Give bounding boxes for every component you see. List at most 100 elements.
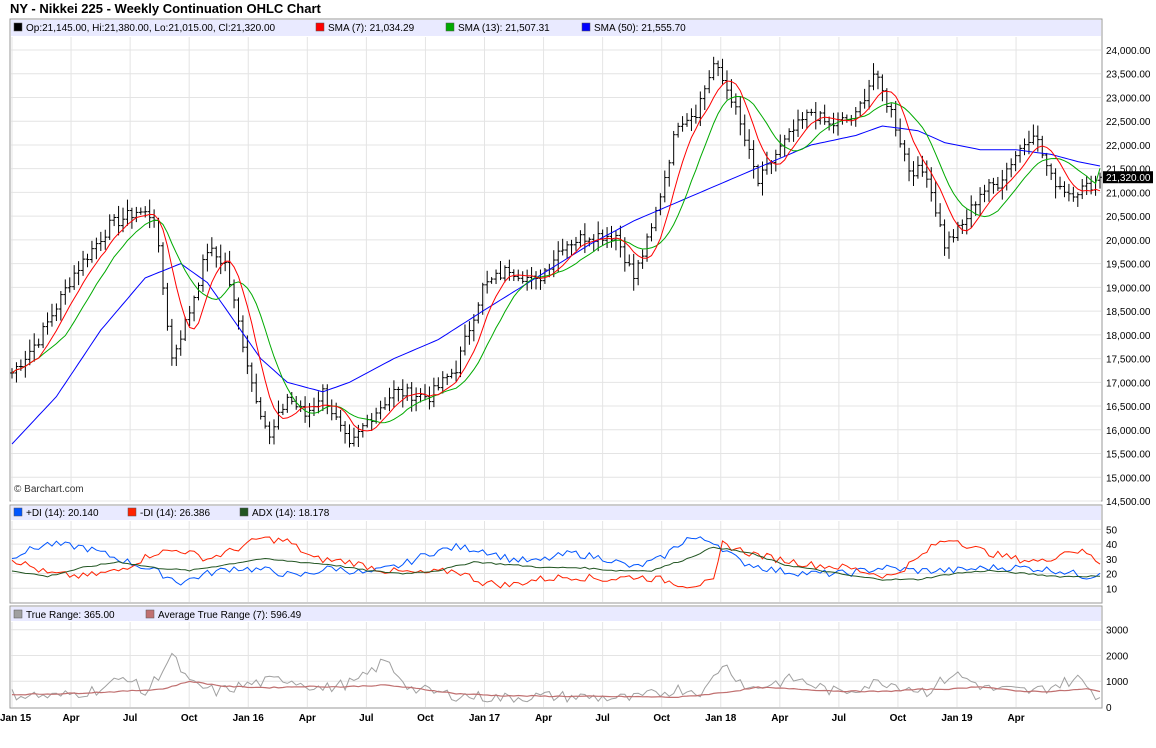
price-y-tick-label: 21,500.00 <box>1106 165 1151 176</box>
legend-swatch <box>13 507 23 517</box>
ohlc-bar <box>1075 192 1080 207</box>
price-y-tick-label: 23,000.00 <box>1106 93 1151 104</box>
ohlc-bar <box>440 371 445 394</box>
ohlc-bar <box>378 400 383 420</box>
ohlc-bar <box>960 219 965 234</box>
ohlc-bar <box>218 244 223 275</box>
price-y-tick-label: 23,500.00 <box>1106 70 1151 81</box>
x-tick-label: Oct <box>181 713 198 724</box>
ohlc-bar <box>289 391 294 405</box>
x-tick-label: Oct <box>890 713 907 724</box>
ohlc-bar <box>431 377 436 408</box>
ohlc-bar <box>778 134 783 158</box>
dmi-y-axis: 50 40 30 20 10 <box>1106 525 1118 595</box>
ohlc-bar <box>800 112 805 129</box>
ohlc-bar <box>640 249 645 269</box>
tr-y-tick-label: 3000 <box>1106 626 1129 637</box>
ohlc-bar <box>1062 181 1067 198</box>
ohlc-bar <box>787 128 792 143</box>
ohlc-bar <box>49 303 54 327</box>
last-price-box <box>1103 171 1153 184</box>
ohlc-bar <box>880 74 885 102</box>
ohlc-bar <box>1098 172 1102 189</box>
ohlc-bar <box>418 388 423 403</box>
ohlc-bar <box>196 282 201 301</box>
x-tick-label: Apr <box>299 713 316 724</box>
ohlc-bar <box>947 231 952 259</box>
ohlc-bar <box>471 314 476 342</box>
legend-label: SMA (7): 21,034.29 <box>328 23 415 34</box>
price-y-tick-label: 21,000.00 <box>1106 188 1151 199</box>
x-tick-label: Apr <box>1007 713 1024 724</box>
legend-label: ADX (14): 18.178 <box>252 508 330 519</box>
ohlc-bar <box>85 253 90 268</box>
ohlc-bar <box>827 116 832 131</box>
ohlc-bar <box>98 231 103 252</box>
price-y-tick-label: 18,000.00 <box>1106 331 1151 342</box>
ohlc-bar <box>556 241 561 273</box>
tr-y-tick-label: 1000 <box>1106 677 1129 688</box>
ohlc-bar <box>720 58 725 85</box>
tr-y-tick-label: 2000 <box>1106 651 1129 662</box>
ohlc-bar <box>609 225 614 248</box>
ohlc-bar <box>685 113 690 127</box>
ohlc-bar <box>54 303 59 322</box>
x-axis: Jan 15 Apr Jul Oct Jan 16 Apr Jul Oct Jan 17 Apr J… <box>0 713 1025 724</box>
ohlc-bar <box>933 180 938 217</box>
ohlc-bar <box>645 233 650 262</box>
ohlc-bar <box>867 79 872 110</box>
ohlc-bar <box>911 161 916 186</box>
ohlc-bar <box>280 403 285 416</box>
price-bars <box>10 56 1102 448</box>
ohlc-bar <box>267 421 272 445</box>
ohlc-bar <box>525 269 530 291</box>
ohlc-bar <box>498 260 503 281</box>
true-range-panel: True Range: 365.00 Average True Range (7)… <box>9 605 1129 714</box>
ohlc-bar <box>858 101 863 117</box>
price-y-axis: 24,000.00 23,500.00 23,000.00 22,500.00 22,0… <box>1106 46 1151 508</box>
x-tick-label: Jan 15 <box>0 713 32 724</box>
tr-legend-bar <box>11 607 1101 621</box>
ohlc-bar <box>804 109 809 130</box>
ohlc-bar <box>649 223 654 242</box>
legend-label: SMA (13): 21,507.31 <box>458 23 550 34</box>
ohlc-bar <box>1066 183 1071 202</box>
dmi-legend-bar <box>11 506 1101 520</box>
ohlc-bar <box>347 424 352 448</box>
ohlc-bar <box>569 239 574 256</box>
x-tick-label: Jul <box>832 713 847 724</box>
x-tick-label: Apr <box>771 713 788 724</box>
ohlc-bar <box>760 161 765 196</box>
legend-label: Average True Range (7): 596.49 <box>158 610 302 621</box>
minus-di-line <box>11 536 1101 589</box>
ohlc-bar <box>436 377 441 391</box>
legend-label: +DI (14): 20.140 <box>26 508 99 519</box>
ohlc-bar <box>343 421 348 444</box>
ohlc-bar <box>898 118 903 148</box>
ohlc-bar <box>693 104 698 124</box>
ohlc-bar <box>387 387 392 412</box>
ohlc-bar <box>742 114 747 147</box>
ohlc-bar <box>76 261 81 286</box>
ohlc-bar <box>236 297 241 330</box>
ohlc-bar <box>578 230 583 248</box>
ohlc-bar <box>1084 175 1089 196</box>
ohlc-bar <box>63 279 68 305</box>
x-tick-label: Oct <box>417 713 434 724</box>
ohlc-bar <box>1044 152 1049 176</box>
x-tick-label: Jul <box>123 713 138 724</box>
ohlc-bar <box>902 140 907 162</box>
ohlc-bar <box>494 269 499 285</box>
ohlc-bar <box>160 242 165 295</box>
ohlc-bar <box>995 176 1000 191</box>
x-tick-label: Jan 16 <box>233 713 265 724</box>
legend-label: SMA (50): 21,555.70 <box>594 23 686 34</box>
ohlc-bar <box>258 397 263 420</box>
ohlc-bar <box>112 214 117 227</box>
ohlc-bar <box>618 225 623 258</box>
price-y-tick-label: 14,500.00 <box>1106 497 1151 508</box>
watermark: © Barchart.com <box>14 484 84 495</box>
ohlc-bar <box>796 109 801 137</box>
legend-label: True Range: 365.00 <box>26 610 115 621</box>
ohlc-bar <box>636 259 641 286</box>
